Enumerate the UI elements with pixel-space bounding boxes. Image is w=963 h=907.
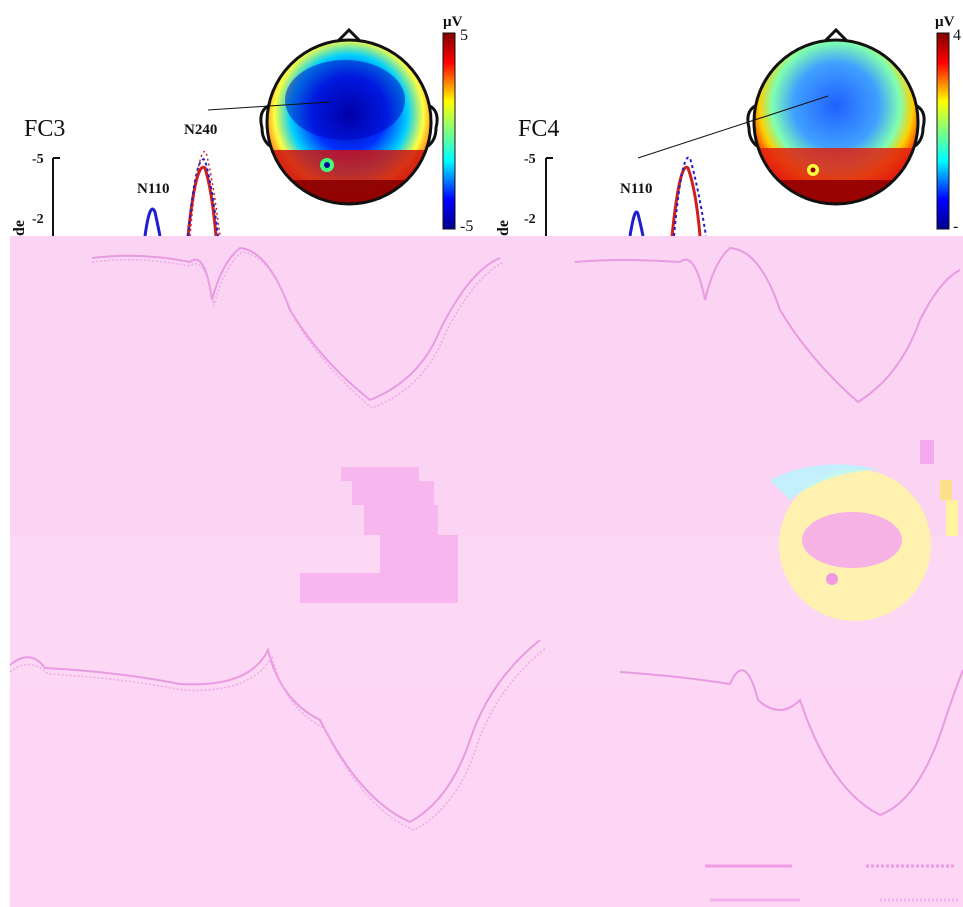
colorbar-fc4: µV 4 - [935,14,961,235]
overlay-trace [9,639,541,824]
overlay-trace [91,246,501,402]
topomap-fc3 [207,27,439,206]
overlay-patch [341,467,419,481]
faded-topomap [770,440,958,621]
colorbar-max-label: 4 [953,27,961,44]
erp-trace-blue [628,210,645,237]
overlay-patch [946,500,958,536]
overlay-trace-dotted [9,647,547,831]
y-tick-label: -5 [32,152,44,167]
y-tick-label: -5 [524,152,536,167]
nose-shape [336,27,362,43]
erp-trace-red [186,165,218,237]
component-label-n110: N110 [620,181,653,197]
overlay-patch [300,573,458,603]
right-ear [427,104,439,148]
colorbar-unit: µV [443,14,463,30]
colorbar-min-label: - [953,218,958,235]
y-tick-label: -2 [32,212,44,227]
electrode-title-fc4: FC4 [518,116,559,142]
nose-shape [823,27,849,43]
panel-fc4: FC4 N110 -5 -2 de µV 4 - [495,14,961,237]
colorbar-unit: µV [935,14,955,30]
overlay-trace-dotted [91,251,505,409]
erp-trace-blue-dotted [673,156,707,237]
y-axis-label-fragment: de [11,220,28,236]
electrode-title-fc3: FC3 [24,116,65,142]
overlay-patch [364,505,438,535]
y-tick-label: -2 [524,212,536,227]
panel-fc3: FC3 N240 N110 -5 -2 de [11,14,473,237]
topomap-fc4 [637,27,926,206]
erp-trace-red [670,165,702,237]
colorbar-fc3: µV 5 -5 [442,14,473,235]
pointer-line [637,95,829,159]
overlay-patch [920,440,934,464]
overlay-patch [380,535,458,573]
overlay-patch [940,480,952,500]
head-outline [752,38,920,206]
colorbar-min-label: -5 [460,218,473,235]
y-axis-label-fragment: de [495,220,512,236]
component-label-n240: N240 [184,122,217,138]
overlay-trace [574,246,961,404]
component-label-n110: N110 [137,181,170,197]
erp-trace-blue [143,207,162,237]
left-ear [746,104,758,148]
right-ear [914,104,926,148]
pink-overlay [9,236,963,907]
overlay-patch [352,481,434,505]
pointer-line [207,101,331,111]
colorbar-max-label: 5 [460,27,468,44]
overlay-trace [619,669,963,817]
head-outline [265,38,433,206]
left-ear [259,104,271,148]
erp-trace-red-dotted [189,150,221,237]
